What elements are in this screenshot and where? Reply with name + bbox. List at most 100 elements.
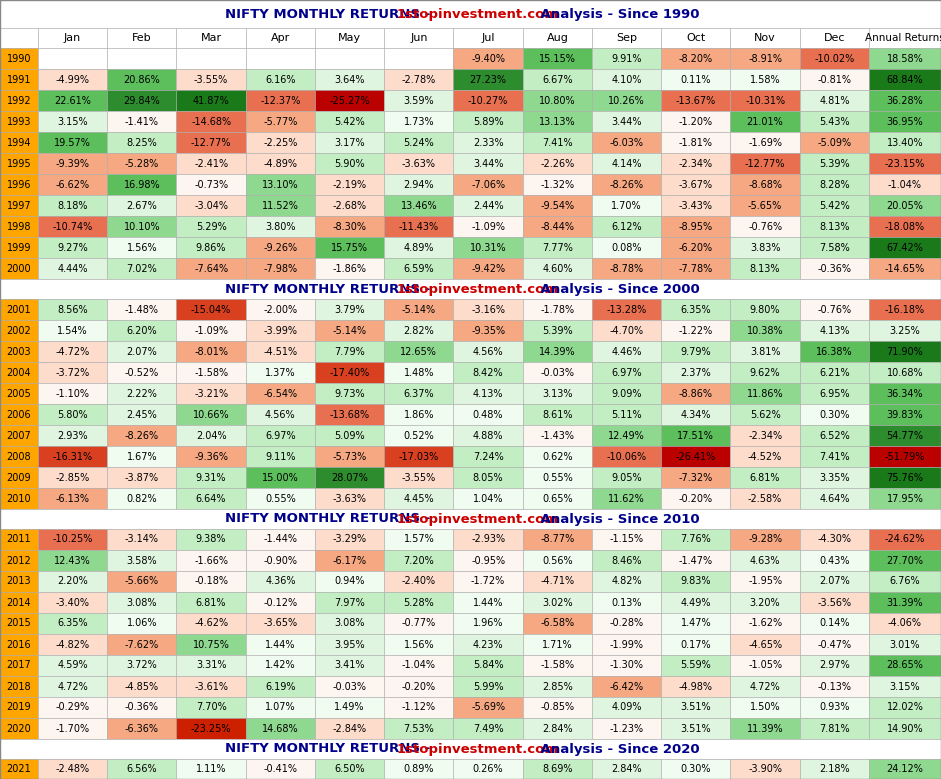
Bar [38, 174, 107, 195]
Text: Dec: Dec [823, 33, 845, 43]
Text: 4.10%: 4.10% [612, 75, 642, 84]
Bar [107, 425, 177, 446]
Text: 5.42%: 5.42% [819, 200, 850, 210]
Text: 1.86%: 1.86% [404, 410, 434, 420]
Text: 2.07%: 2.07% [126, 347, 157, 357]
Bar [662, 195, 730, 216]
Bar [800, 153, 869, 174]
Bar [177, 383, 246, 404]
Bar [246, 132, 315, 153]
Text: 5.99%: 5.99% [472, 682, 503, 692]
Bar [523, 216, 592, 237]
Bar [384, 299, 454, 320]
Bar [523, 404, 592, 425]
Text: -14.65%: -14.65% [885, 263, 925, 273]
Bar [177, 132, 246, 153]
Bar [662, 383, 730, 404]
Bar [38, 90, 107, 111]
Text: 6.76%: 6.76% [889, 576, 920, 587]
Text: -4.52%: -4.52% [748, 452, 782, 461]
Bar [454, 759, 523, 779]
Bar [454, 571, 523, 592]
Bar [315, 676, 384, 697]
Bar [107, 132, 177, 153]
Text: -1.70%: -1.70% [56, 724, 89, 734]
Bar [730, 634, 800, 655]
Bar [38, 48, 107, 69]
Bar [869, 195, 941, 216]
Bar [38, 446, 107, 467]
Bar [177, 216, 246, 237]
Bar [246, 425, 315, 446]
Text: 6.95%: 6.95% [819, 389, 850, 399]
Text: -7.32%: -7.32% [678, 473, 713, 482]
Bar [869, 320, 941, 341]
Bar [800, 676, 869, 697]
Bar [0, 718, 38, 739]
Bar [384, 571, 454, 592]
Bar [0, 739, 941, 759]
Text: 6.81%: 6.81% [196, 597, 227, 608]
Text: -6.17%: -6.17% [332, 555, 367, 566]
Text: -3.29%: -3.29% [332, 534, 367, 545]
Bar [315, 425, 384, 446]
Text: Apr: Apr [271, 33, 290, 43]
Bar [592, 299, 662, 320]
Text: 4.88%: 4.88% [473, 431, 503, 440]
Text: -2.34%: -2.34% [748, 431, 782, 440]
Text: 7.97%: 7.97% [334, 597, 365, 608]
Text: -5.14%: -5.14% [402, 305, 436, 315]
Bar [869, 446, 941, 467]
Bar [0, 216, 38, 237]
Text: -1.15%: -1.15% [610, 534, 644, 545]
Bar [730, 90, 800, 111]
Text: 36.95%: 36.95% [886, 117, 923, 126]
Text: -3.40%: -3.40% [56, 597, 89, 608]
Bar [384, 383, 454, 404]
Bar [0, 237, 38, 258]
Bar [800, 404, 869, 425]
Bar [730, 216, 800, 237]
Bar [107, 299, 177, 320]
Bar [384, 425, 454, 446]
Bar [0, 529, 38, 550]
Bar [523, 550, 592, 571]
Bar [662, 571, 730, 592]
Bar [662, 237, 730, 258]
Bar [315, 592, 384, 613]
Text: 4.56%: 4.56% [472, 347, 503, 357]
Text: -13.68%: -13.68% [329, 410, 370, 420]
Text: 6.81%: 6.81% [750, 473, 780, 482]
Text: 7.02%: 7.02% [126, 263, 157, 273]
Bar [523, 195, 592, 216]
Bar [800, 613, 869, 634]
Text: 4.81%: 4.81% [819, 96, 850, 105]
Text: 9.91%: 9.91% [612, 54, 642, 64]
Text: -7.64%: -7.64% [194, 263, 228, 273]
Bar [315, 195, 384, 216]
Bar [107, 613, 177, 634]
Text: -3.43%: -3.43% [678, 200, 713, 210]
Text: 2003: 2003 [7, 347, 31, 357]
Text: 9.83%: 9.83% [680, 576, 711, 587]
Text: 8.18%: 8.18% [57, 200, 88, 210]
Text: 0.94%: 0.94% [334, 576, 365, 587]
Bar [523, 613, 592, 634]
Text: 67.42%: 67.42% [886, 242, 923, 252]
Text: -1.86%: -1.86% [332, 263, 367, 273]
Bar [384, 529, 454, 550]
Bar [730, 195, 800, 216]
Bar [246, 320, 315, 341]
Bar [246, 488, 315, 509]
Bar [869, 237, 941, 258]
Text: 16.38%: 16.38% [816, 347, 853, 357]
Text: Jul: Jul [482, 33, 495, 43]
Bar [523, 655, 592, 676]
Bar [869, 529, 941, 550]
Text: 8.28%: 8.28% [819, 179, 850, 189]
Text: 2.04%: 2.04% [196, 431, 227, 440]
Bar [0, 509, 941, 529]
Bar [523, 48, 592, 69]
Text: 14.68%: 14.68% [262, 724, 298, 734]
Text: 3.17%: 3.17% [334, 138, 365, 147]
